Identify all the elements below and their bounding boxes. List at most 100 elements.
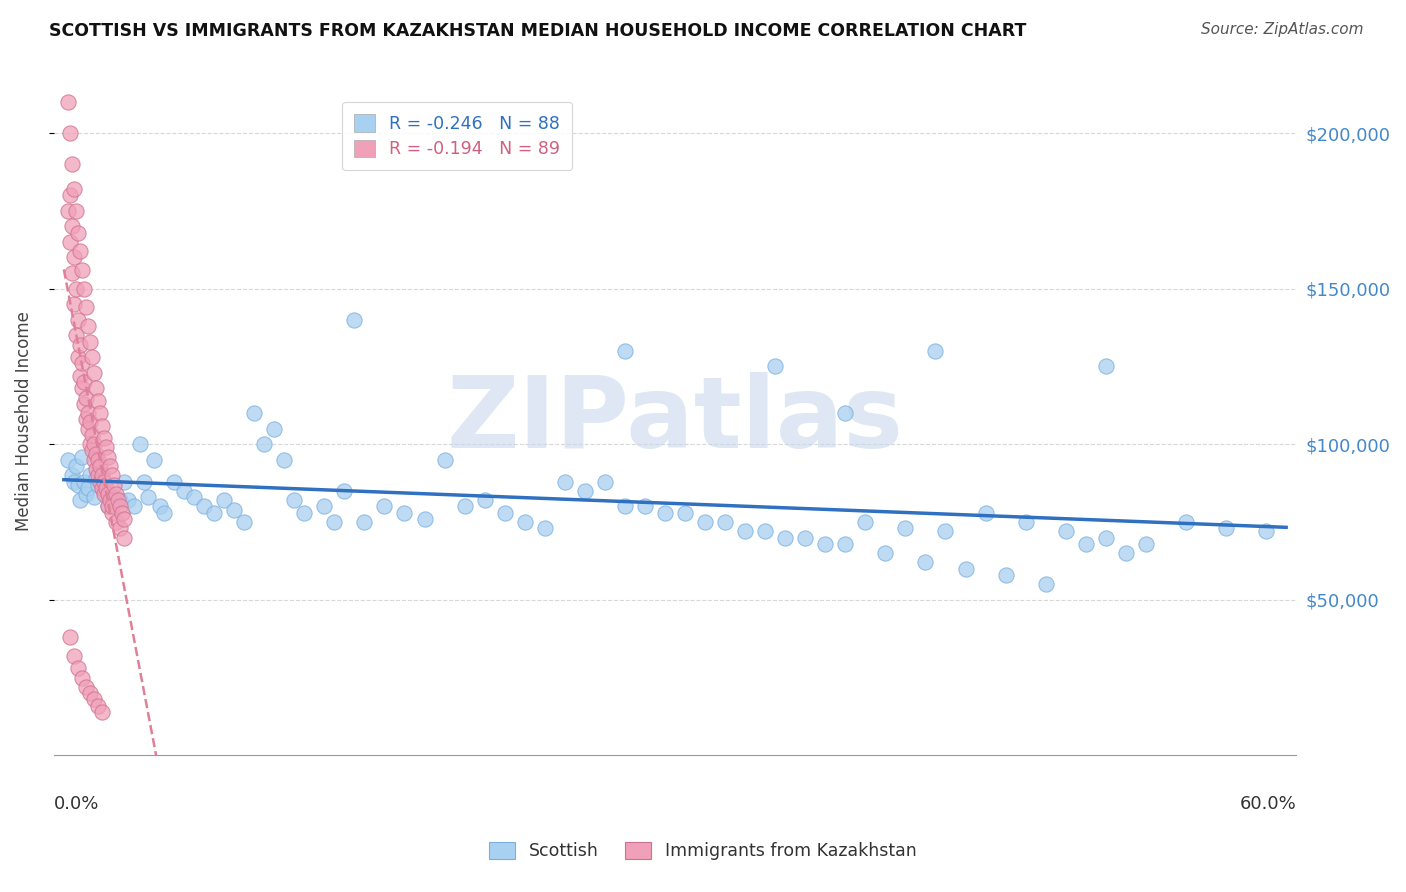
Point (73, 282, 96, 296)
Point (974, 506, 997, 520)
Point (73, 475, 96, 489)
Point (83, 437, 105, 451)
Point (593, 475, 616, 489)
Point (136, 490, 159, 504)
Point (94, 481, 117, 495)
Point (93, 483, 115, 498)
Point (97, 487, 120, 501)
Point (107, 493, 129, 508)
Point (83, 452, 105, 467)
Point (87, 477, 110, 491)
Point (65, 328, 87, 343)
Point (914, 556, 936, 570)
Y-axis label: Median Household Income: Median Household Income (15, 311, 32, 531)
Point (834, 537, 856, 551)
Point (263, 422, 285, 436)
Point (70, 356, 93, 370)
Point (56, 452, 79, 467)
Point (1174, 515, 1197, 529)
Point (353, 515, 375, 529)
Text: 0.0%: 0.0% (53, 796, 100, 814)
Point (89, 458, 111, 473)
Point (98, 493, 121, 508)
Point (65, 282, 87, 296)
Point (233, 515, 256, 529)
Point (103, 490, 125, 504)
Point (1115, 546, 1137, 560)
Point (79, 468, 101, 483)
Point (66, 312, 89, 326)
Point (994, 567, 1017, 582)
Point (153, 506, 176, 520)
Point (60, 157, 83, 171)
Point (1094, 359, 1116, 374)
Point (75, 300, 97, 314)
Point (69, 244, 91, 259)
Point (613, 343, 636, 358)
Point (202, 506, 225, 520)
Point (97, 450, 120, 464)
Point (794, 531, 817, 545)
Point (65, 203, 87, 218)
Point (875, 546, 897, 560)
Point (87, 393, 110, 408)
Point (69, 368, 91, 383)
Point (1135, 537, 1157, 551)
Point (93, 475, 115, 489)
Point (173, 483, 195, 498)
Point (533, 521, 555, 535)
Point (60, 266, 83, 280)
Point (132, 475, 155, 489)
Point (853, 515, 876, 529)
Point (111, 506, 134, 520)
Point (554, 475, 576, 489)
Point (193, 500, 215, 514)
Point (673, 506, 696, 520)
Point (163, 475, 186, 489)
Point (75, 680, 97, 694)
Point (70, 263, 93, 277)
Point (773, 531, 796, 545)
Text: Source: ZipAtlas.com: Source: ZipAtlas.com (1201, 22, 1364, 37)
Point (90, 481, 112, 495)
Point (90, 418, 112, 433)
Point (79, 334, 101, 349)
Point (323, 515, 346, 529)
Point (56, 95, 79, 109)
Point (183, 490, 205, 504)
Point (75, 391, 97, 405)
Point (80, 428, 103, 442)
Point (98, 458, 121, 473)
Point (212, 493, 235, 508)
Point (65, 458, 87, 473)
Point (63, 182, 86, 196)
Point (60, 219, 83, 234)
Point (83, 490, 105, 504)
Point (292, 506, 315, 520)
Point (613, 500, 636, 514)
Point (314, 500, 336, 514)
Point (63, 297, 86, 311)
Point (1094, 531, 1116, 545)
Point (59, 126, 82, 140)
Text: ZIPatlas: ZIPatlas (447, 372, 904, 469)
Point (117, 493, 139, 508)
Point (83, 366, 105, 380)
Point (834, 406, 856, 420)
Point (63, 648, 86, 663)
Point (104, 515, 127, 529)
Point (754, 524, 776, 539)
Point (955, 562, 977, 576)
Point (83, 692, 105, 706)
Point (453, 500, 475, 514)
Point (77, 422, 100, 436)
Point (373, 500, 395, 514)
Point (73, 375, 96, 389)
Point (1035, 577, 1057, 591)
Point (122, 500, 145, 514)
Point (934, 524, 956, 539)
Point (89, 475, 111, 489)
Point (59, 188, 82, 202)
Point (494, 506, 516, 520)
Point (413, 512, 436, 526)
